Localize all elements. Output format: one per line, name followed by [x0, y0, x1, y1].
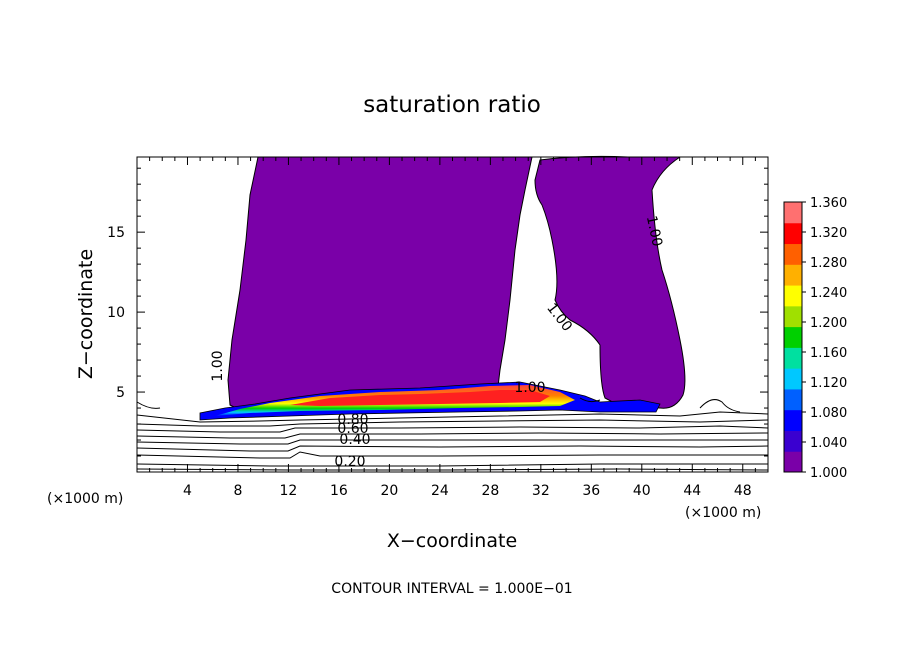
x-tick-label: 40 — [633, 483, 651, 499]
x-tick-label: 28 — [481, 483, 499, 499]
colorbar-swatch — [784, 388, 802, 411]
y-axis-label: Z−coordinate — [75, 249, 97, 379]
contour-lines — [136, 397, 769, 471]
contour-label: 1.00 — [643, 214, 665, 248]
x-tick-label: 12 — [280, 483, 298, 499]
colorbar-swatch — [784, 305, 802, 328]
x-unit-left: (×1000 m) — [47, 491, 123, 507]
colorbar-swatch — [784, 264, 802, 286]
contour-label: 1.00 — [210, 350, 226, 381]
colorbar-swatch — [784, 368, 802, 390]
colorbar: 1.360 1.320 1.280 1.240 1.200 1.160 1.120 1.080… — [783, 196, 847, 481]
colorbar-label: 1.320 — [810, 226, 847, 241]
x-axis-label: X−coordinate — [387, 530, 517, 552]
x-tick-label: 36 — [582, 483, 600, 499]
colorbar-label: 1.000 — [810, 466, 847, 481]
colorbar-label: 1.360 — [810, 196, 847, 211]
colorbar-swatch — [784, 451, 802, 473]
contour-interval-note: CONTOUR INTERVAL = 1.000E−01 — [331, 581, 572, 597]
colorbar-swatch — [784, 430, 802, 452]
x-tick-label: 44 — [683, 483, 701, 499]
colorbar-swatch — [784, 285, 802, 307]
colorbar-label: 1.280 — [810, 256, 847, 271]
colorbar-label: 1.200 — [810, 316, 847, 331]
colorbar-label: 1.040 — [810, 436, 847, 451]
contour-label: 1.00 — [514, 380, 545, 396]
contour-label: 0.40 — [339, 432, 370, 448]
contour-label: 0.20 — [334, 454, 365, 470]
x-tick-label: 20 — [380, 483, 398, 499]
x-tick-label: 32 — [532, 483, 550, 499]
colorbar-label: 1.080 — [810, 406, 847, 421]
contour-label: 0.80 — [337, 412, 368, 428]
colorbar-frame — [783, 201, 803, 473]
y-tick-label: 15 — [107, 225, 125, 241]
colorbar-swatch — [784, 347, 802, 369]
saturated-region-left — [227, 156, 533, 411]
x-tick-label: 16 — [330, 483, 348, 499]
plot-area: 1.00 1.00 1.00 1.00 0.80 0.60 0.40 0.20 — [136, 155, 769, 473]
y-tick-label: 10 — [107, 305, 125, 321]
x-tick-label: 8 — [233, 483, 242, 499]
colorbar-swatch — [784, 222, 802, 245]
contour-label: 0.60 — [337, 421, 368, 437]
colorbar-label: 1.120 — [810, 376, 847, 391]
colorbar-swatch — [784, 243, 802, 265]
x-unit-right: (×1000 m) — [685, 505, 761, 521]
x-tick-label: 4 — [183, 483, 192, 499]
saturated-region-right — [534, 155, 686, 409]
x-axis-ticks: 4 8 12 16 20 24 28 32 36 40 44 48 — [149, 157, 756, 499]
x-tick-label: 24 — [431, 483, 449, 499]
supersaturation-peak — [290, 390, 550, 406]
colorbar-swatch — [784, 202, 802, 224]
colorbar-swatch — [784, 409, 802, 431]
x-tick-label: 48 — [734, 483, 752, 499]
colorbar-label: 1.240 — [810, 286, 847, 301]
chart-title: saturation ratio — [363, 92, 541, 118]
y-axis-ticks: 5 10 15 — [107, 167, 768, 457]
colorbar-label: 1.160 — [810, 346, 847, 361]
colorbar-swatch — [784, 326, 802, 348]
y-tick-label: 5 — [116, 385, 125, 401]
